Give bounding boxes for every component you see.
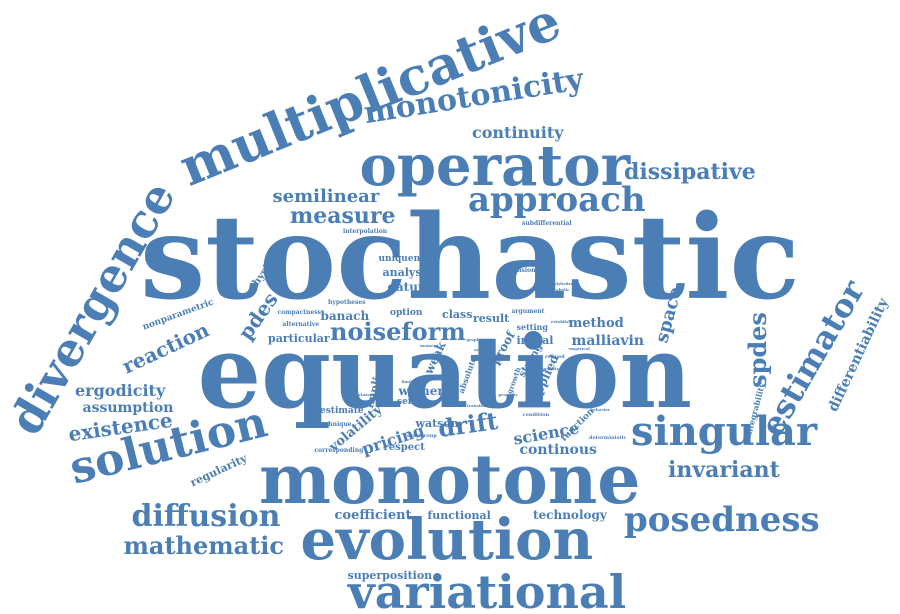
word-assumption: assumption xyxy=(82,400,174,416)
word-dissipative: dissipative xyxy=(624,159,756,185)
word-superposition: superposition xyxy=(347,568,433,582)
word-operator: operator xyxy=(359,133,631,199)
word-setting: setting xyxy=(516,322,548,332)
word-continous: continous xyxy=(519,442,597,458)
word-transition: transition xyxy=(467,403,490,408)
word-result: result xyxy=(473,311,510,325)
word-posedness: posedness xyxy=(624,500,820,540)
word-respect: respect xyxy=(383,442,425,453)
word-equality: equality xyxy=(541,366,560,371)
word-spdes: spdes xyxy=(742,312,772,388)
word-term: term xyxy=(476,353,488,358)
word-uniqueness: uniqueness xyxy=(378,253,436,264)
word-corresponding: corresponding xyxy=(314,447,364,454)
word-analysis: analysis xyxy=(382,265,432,279)
word-wiener: wiener xyxy=(398,384,444,398)
word-classical: classical xyxy=(358,392,378,397)
word-technology: technology xyxy=(533,508,607,522)
word-malliavin: malliavin xyxy=(571,333,645,349)
word-banach: banach xyxy=(320,309,370,323)
word-functional: functional xyxy=(427,508,491,522)
word-option: option xyxy=(390,307,423,318)
word-initial: initial xyxy=(516,333,554,347)
word-technique: technique xyxy=(318,421,352,428)
word-coefficient: coefficient xyxy=(334,507,412,523)
word-particular: particular xyxy=(268,331,330,345)
word-semilinear: semilinear xyxy=(272,186,380,207)
word-watson: watson xyxy=(415,416,459,430)
word-refined: refined xyxy=(545,353,565,360)
word-alternative: alternative xyxy=(282,321,320,328)
word-stochastic: stochastic xyxy=(140,190,800,326)
word-deterministic: deterministic xyxy=(589,434,627,441)
word-mathematic: mathematic xyxy=(123,531,285,560)
word-estimate: estimate xyxy=(320,405,364,416)
word-equation: equation xyxy=(197,313,693,431)
word-compactness: compactness xyxy=(277,309,321,316)
word-variational: variational xyxy=(348,565,627,614)
word-monotone: monotone xyxy=(259,440,641,520)
word-condition: condition xyxy=(522,411,550,418)
word-moment: moment xyxy=(420,343,439,348)
word-noiseform: noiseform xyxy=(330,317,466,346)
word-hypotheses: hypotheses xyxy=(328,299,366,306)
word-diffusion: diffusion xyxy=(131,499,281,534)
word-method: method xyxy=(568,315,624,331)
word-order: order xyxy=(474,347,487,352)
word-invariant: invariant xyxy=(668,457,780,483)
word-semigroup: semigroup xyxy=(407,432,437,439)
word-dimensional: dimensional xyxy=(500,267,542,274)
word-property: property xyxy=(498,392,518,397)
word-sense: sense xyxy=(397,396,426,407)
word-datum: datum xyxy=(387,280,431,294)
word-parabolic: parabolic xyxy=(548,287,570,292)
word-argument: argument xyxy=(511,308,545,315)
word-empirical: empirical xyxy=(568,346,590,351)
word-class: class xyxy=(442,307,473,321)
word-evolution: evolution xyxy=(300,507,594,573)
word-limit: limit xyxy=(401,379,413,384)
word-establish: establish xyxy=(551,319,572,324)
word-continuity: continuity xyxy=(472,123,564,142)
word-interpolation: interpolation xyxy=(343,228,388,235)
word-nonlinear: nonlinear xyxy=(419,356,441,361)
word-polyhedral: polyhedral xyxy=(551,281,575,286)
word-measure: measure xyxy=(290,203,396,229)
word-graph: graph xyxy=(466,337,480,342)
word-ergodicity: ergodicity xyxy=(75,381,166,400)
word-behavior: behavior xyxy=(590,407,610,412)
word-frechet: frechet xyxy=(455,293,476,300)
word-subdifferential: subdifferential xyxy=(522,220,572,227)
word-approach: approach xyxy=(468,180,646,220)
word-singular: singular xyxy=(631,408,818,455)
